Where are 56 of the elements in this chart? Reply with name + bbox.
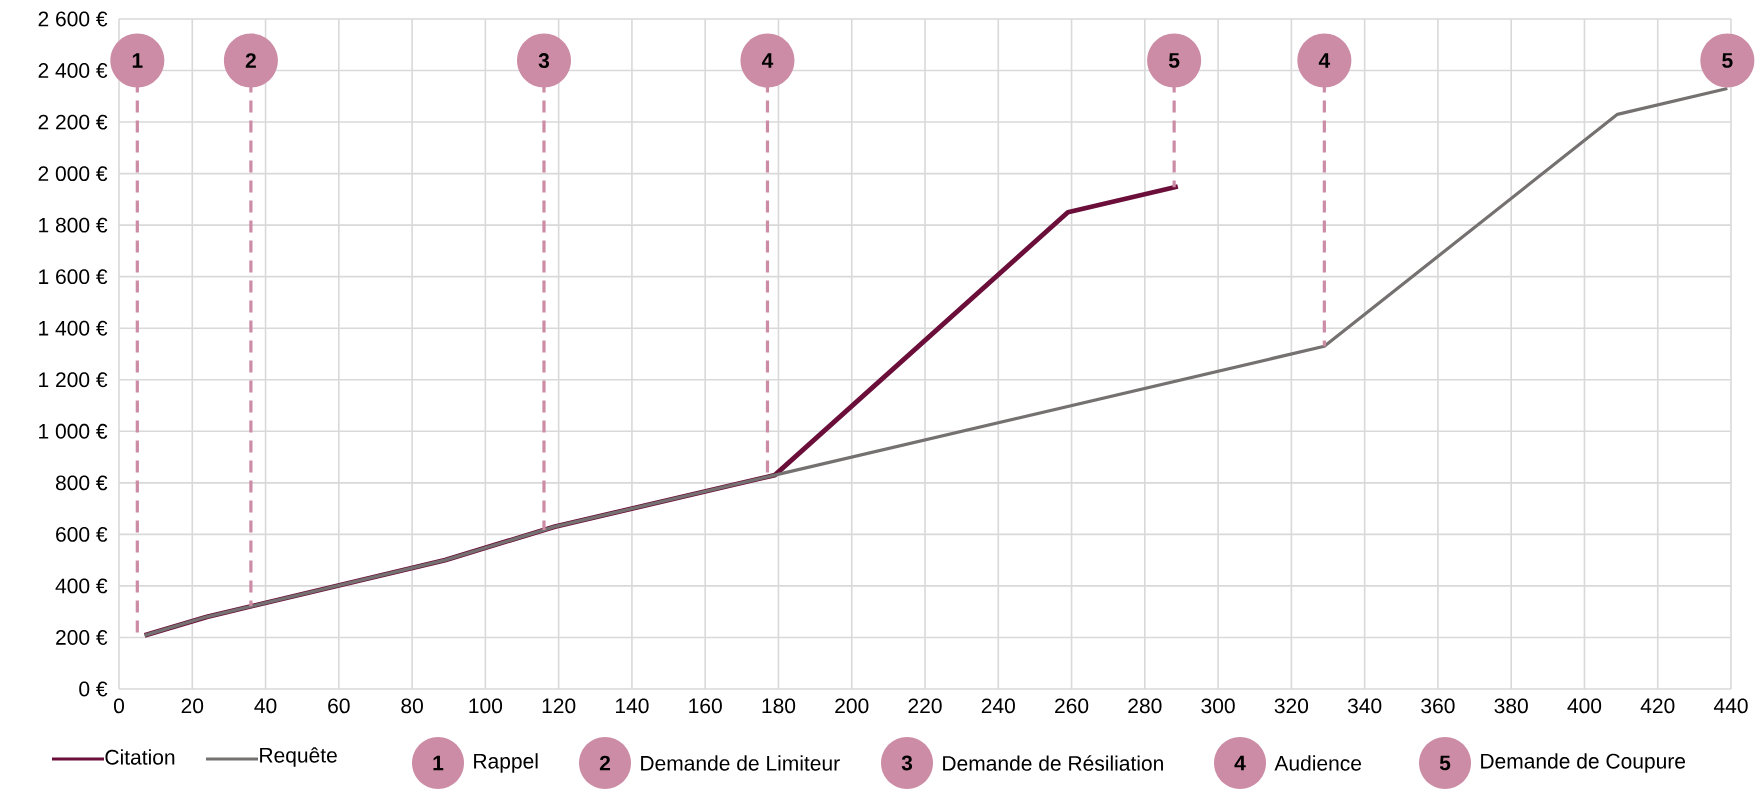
text: 2 — [599, 755, 610, 771]
x-tick-label: 140 — [616, 698, 649, 714]
y-tick-label: 400 € — [55, 578, 108, 594]
y-tick-label: 2 000 € — [38, 166, 108, 182]
text: 4 — [1234, 755, 1246, 771]
annotation: 4 — [761, 53, 774, 68]
text: Audience — [1274, 755, 1362, 771]
x-tick-label: 400 — [1567, 698, 1602, 714]
annotation: 3 — [538, 53, 550, 68]
y-tick-label: 1 200 € — [39, 372, 108, 388]
text: 1 — [433, 755, 444, 771]
x-tick-label: 220 — [908, 698, 942, 714]
annotation: 5 — [1168, 53, 1180, 68]
x-tick-label: 120 — [542, 698, 576, 714]
legend-label: Requête — [260, 747, 337, 767]
x-tick-label: 300 — [1201, 698, 1235, 714]
y-tick-label: 200 € — [56, 630, 108, 645]
y-tick-label: 1 000 € — [39, 423, 108, 439]
x-tick-label: 440 — [1713, 698, 1748, 714]
x-tick-label: 240 — [981, 698, 1015, 714]
y-tick-label: 2 200 € — [38, 114, 108, 130]
text: Rappel — [474, 753, 538, 773]
x-tick-label: 0 — [113, 698, 125, 714]
y-tick-label: 600 € — [56, 526, 108, 542]
text: Demande de Résiliation — [943, 755, 1163, 771]
x-tick-label: 200 — [835, 698, 869, 714]
text: 3 — [901, 755, 913, 771]
x-tick-label: 160 — [689, 698, 722, 714]
x-tick-label: 260 — [1055, 698, 1089, 714]
x-tick-label: 40 — [254, 698, 277, 714]
annotation: 4 — [1318, 53, 1331, 68]
text: Demande de Limiteur — [641, 755, 840, 771]
text: 5 — [1439, 755, 1451, 771]
y-tick-label: 1 800 € — [39, 217, 108, 233]
y-tick-label: 2 400 € — [38, 63, 108, 78]
text: Demande de Coupure — [1481, 753, 1686, 773]
y-tick-label: 1 400 € — [39, 320, 108, 336]
x-tick-label: 360 — [1421, 698, 1455, 714]
x-tick-label: 380 — [1494, 698, 1528, 714]
x-tick-label: 420 — [1640, 698, 1675, 714]
x-tick-label: 80 — [401, 698, 423, 714]
y-tick-label: 2 600 € — [38, 11, 108, 27]
y-tick-label: 1 600 € — [39, 269, 108, 285]
x-tick-label: 20 — [181, 698, 204, 714]
legend-label: Citation — [105, 749, 175, 765]
x-tick-label: 60 — [328, 698, 350, 714]
annotation: 1 — [132, 53, 143, 68]
annotation: 5 — [1722, 53, 1733, 68]
x-tick-label: 340 — [1347, 698, 1382, 714]
x-tick-label: 280 — [1128, 698, 1162, 714]
x-tick-label: 320 — [1274, 698, 1309, 714]
y-tick-label: 800 € — [55, 475, 108, 491]
annotation: 2 — [245, 53, 256, 68]
x-tick-label: 180 — [762, 698, 796, 714]
x-tick-label: 100 — [469, 698, 503, 714]
y-tick-label: 0 € — [79, 681, 108, 697]
